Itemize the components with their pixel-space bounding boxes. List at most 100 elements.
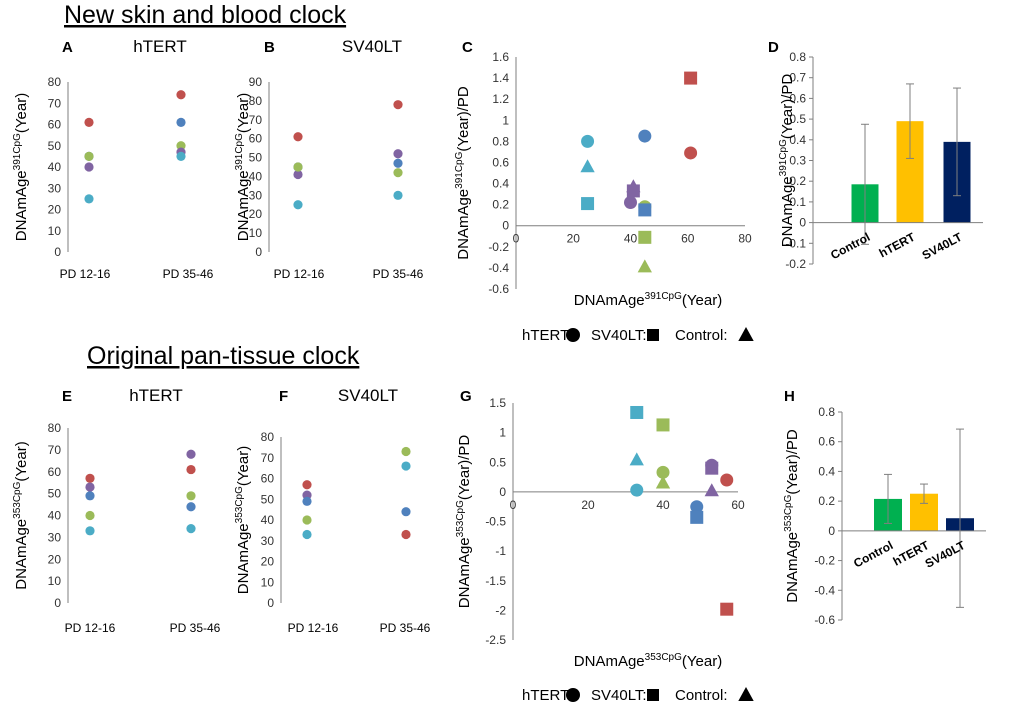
y-tick-label: -0.6 bbox=[488, 282, 509, 296]
data-point-cyan bbox=[84, 194, 94, 204]
y-tick-label: 0.7 bbox=[789, 71, 806, 85]
x-category-label: PD 35-46 bbox=[163, 267, 214, 281]
y-tick-label: -1.5 bbox=[485, 574, 506, 588]
legend-label-sv40lt: SV40LT: bbox=[591, 327, 647, 344]
y-tick-label: 30 bbox=[48, 181, 62, 195]
y-axis-label-superscript: 391CpG bbox=[454, 151, 465, 188]
y-axis-label-tail: (Year)/PD bbox=[456, 435, 473, 500]
y-tick-label: 40 bbox=[48, 509, 62, 523]
y-tick-label: 0 bbox=[255, 245, 262, 259]
data-point-red bbox=[393, 100, 403, 110]
y-axis-label-E: DNAmAge353CpG(Year) bbox=[12, 441, 30, 589]
x-axis-label-tail: (Year) bbox=[682, 292, 722, 309]
y-axis-label-main: DNAmAge bbox=[235, 170, 252, 241]
y-tick-label: 70 bbox=[249, 113, 263, 127]
x-category-label: SV40LT bbox=[920, 230, 965, 263]
data-point-red bbox=[85, 473, 95, 483]
x-axis-label-tail: (Year) bbox=[682, 653, 722, 670]
data-point-triangle-green bbox=[655, 475, 671, 489]
panel-label-F: F bbox=[279, 388, 288, 405]
legend-label-htert: hTERT: bbox=[522, 327, 572, 344]
x-category-label: SV40LT bbox=[923, 538, 968, 571]
y-tick-label: 60 bbox=[261, 472, 275, 486]
data-point-square-purple bbox=[705, 461, 719, 475]
y-tick-label: 0 bbox=[267, 596, 274, 610]
data-point-circle-cyan bbox=[581, 134, 595, 148]
data-point-red bbox=[186, 464, 196, 475]
y-tick-label: 40 bbox=[48, 160, 62, 174]
data-point-square-cyan bbox=[630, 405, 644, 419]
data-point-triangle-cyan bbox=[580, 159, 595, 173]
panel-G: G-2.5-2-1.5-1-0.500.511.50 20 40 60DNAmAge3… bbox=[455, 388, 745, 670]
x-tick-label: 60 bbox=[731, 498, 745, 512]
x-category-label: Control bbox=[828, 230, 872, 262]
y-tick-label: 30 bbox=[249, 188, 263, 202]
data-point-purple bbox=[293, 169, 303, 180]
legends-layer: hTERT: SV40LT: Control: hTERT: SV40LT: Contro… bbox=[522, 326, 754, 704]
data-point-square-green bbox=[638, 230, 652, 244]
data-point-triangle-purple bbox=[704, 483, 719, 497]
data-point-red bbox=[302, 480, 312, 490]
x-tick-label: 40 bbox=[656, 498, 670, 512]
data-point-green bbox=[293, 162, 303, 172]
x-tick-label: 0 bbox=[513, 232, 520, 246]
y-tick-label: 0.6 bbox=[818, 435, 835, 449]
y-tick-label: 10 bbox=[261, 575, 275, 589]
data-point-blue bbox=[302, 496, 312, 506]
y-axis-label-main: DNAmAge bbox=[779, 176, 796, 247]
y-tick-label: 0 bbox=[799, 216, 806, 230]
y-axis-label-A: DNAmAge391CpG(Year) bbox=[12, 93, 30, 241]
y-axis-label-D: DNAmAge391CpG(Year)/PD bbox=[778, 74, 796, 248]
panel-B: B SV40LT 0 10 20 30 40 50 60 70 80 90 PD 12-16 PD 35-… bbox=[234, 37, 424, 281]
panel-C: C -0.6 -0.4 -0.2 0 0.2 0.4 0.6 0.8 1 1.2 1.4 1.6 0 20 4… bbox=[454, 39, 752, 309]
panel-label-G: G bbox=[460, 388, 472, 405]
y-axis-label-tail: (Year)/PD bbox=[784, 429, 801, 494]
y-axis-label-main: DNAmAge bbox=[235, 523, 252, 594]
y-tick-label: 10 bbox=[249, 226, 263, 240]
y-axis-label-superscript: 353CpG bbox=[12, 481, 23, 518]
data-point-square-red bbox=[684, 71, 698, 85]
data-point-purple bbox=[186, 449, 196, 459]
y-axis-label-main: DNAmAge bbox=[13, 519, 30, 590]
y-tick-label: 1 bbox=[502, 113, 509, 127]
data-point-square-green bbox=[656, 418, 670, 432]
y-axis-label-superscript: 353CpG bbox=[234, 486, 245, 523]
panel-title-A: hTERT bbox=[133, 37, 187, 56]
x-axis-label-C: DNAmAge391CpG(Year) bbox=[574, 291, 722, 309]
y-tick-label: 0 bbox=[54, 596, 61, 610]
y-tick-label: 0.4 bbox=[789, 133, 806, 147]
x-category-label: PD 35-46 bbox=[373, 267, 424, 281]
y-tick-label: -1 bbox=[495, 544, 506, 558]
legend-circle-icon bbox=[566, 688, 580, 702]
y-axis-label-tail: (Year) bbox=[13, 441, 30, 481]
data-point-blue bbox=[176, 117, 186, 127]
data-point-cyan bbox=[176, 151, 186, 161]
data-point-green bbox=[85, 510, 95, 521]
y-tick-label: 50 bbox=[48, 487, 62, 501]
data-point-red bbox=[84, 117, 94, 127]
y-tick-label: 30 bbox=[48, 530, 62, 544]
x-category-label: PD 35-46 bbox=[380, 621, 431, 635]
y-axis-label-B: DNAmAge391CpG(Year) bbox=[234, 93, 252, 241]
legend-label-sv40lt: SV40LT: bbox=[591, 687, 647, 704]
data-point-circle-red bbox=[720, 473, 734, 487]
y-tick-label: 0.5 bbox=[489, 455, 506, 469]
x-category-label: PD 35-46 bbox=[170, 621, 221, 635]
panel-label-H: H bbox=[784, 388, 795, 405]
y-tick-label: 0.2 bbox=[818, 494, 835, 508]
y-tick-label: 1.2 bbox=[492, 92, 509, 106]
data-point-circle-blue bbox=[638, 129, 652, 143]
data-point-cyan bbox=[186, 524, 196, 534]
data-point-green bbox=[84, 151, 94, 161]
y-tick-label: 1.4 bbox=[492, 71, 509, 85]
y-tick-label: 80 bbox=[48, 421, 62, 435]
x-category-label: PD 12-16 bbox=[60, 267, 111, 281]
data-point-green bbox=[176, 141, 186, 151]
x-tick-label: 80 bbox=[738, 232, 752, 246]
legend-square-icon bbox=[647, 329, 659, 341]
data-point-red bbox=[293, 132, 303, 142]
y-tick-label: -2 bbox=[495, 603, 506, 617]
legend-label-htert: hTERT: bbox=[522, 687, 572, 704]
y-axis-label-main: DNAmAge bbox=[784, 532, 801, 603]
